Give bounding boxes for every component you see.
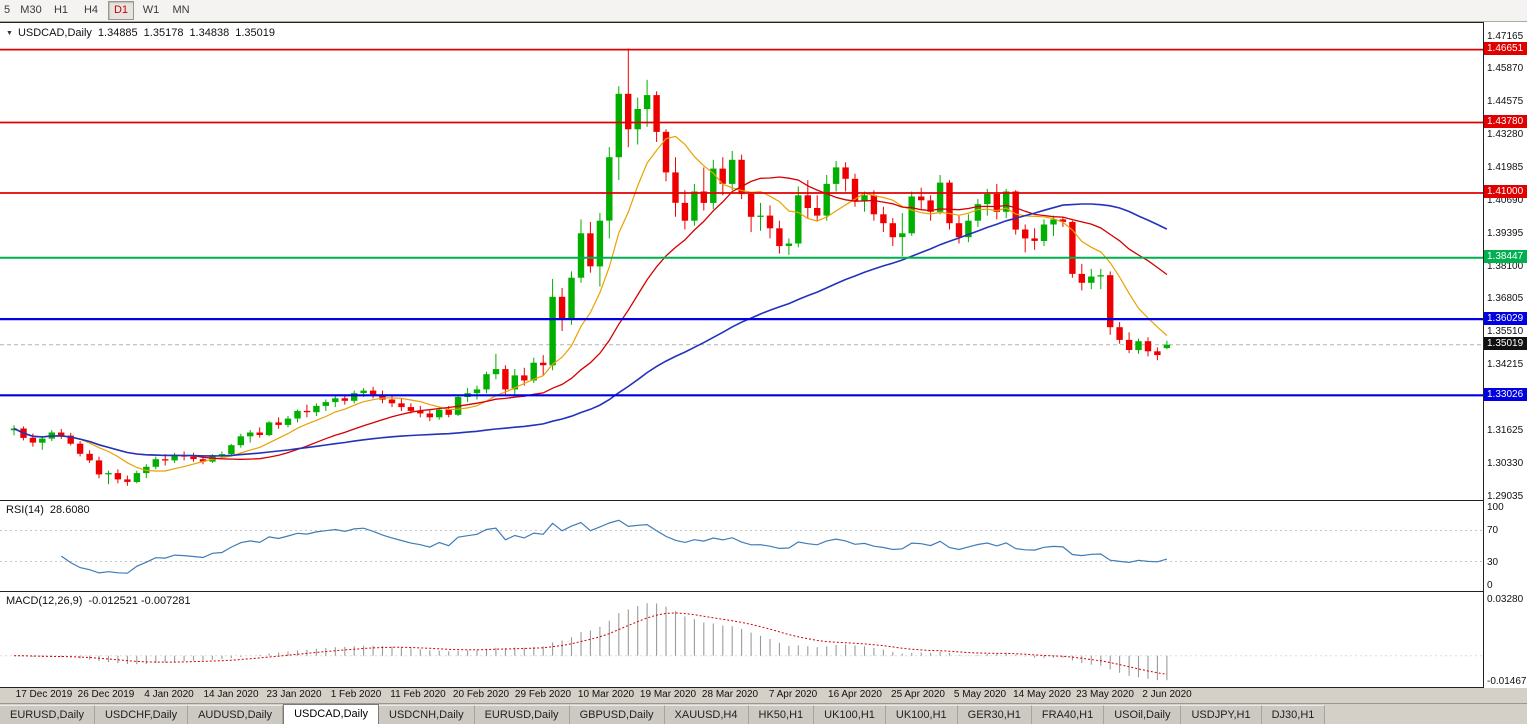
ohlc-close-value: 1.35019: [235, 27, 275, 39]
ohlc-open-value: 1.34885: [97, 27, 138, 39]
time-axis[interactable]: 17 Dec 2019 26 Dec 2019 4 Jan 2020 14 Jan 2…: [0, 688, 1527, 704]
date-axis-label: 16 Apr 2020: [828, 689, 882, 700]
pane-divider: [0, 687, 1527, 688]
chart-window: ▼ USDCAD,Daily 1.34885 1.35178 1.34838 1…: [0, 22, 1527, 688]
rsi-axis-label: 100: [1487, 502, 1504, 513]
price-axis-label: 1.47165: [1487, 31, 1524, 42]
date-axis-label: 1 Feb 2020: [330, 689, 382, 700]
price-axis-label: 1.35510: [1487, 326, 1524, 337]
date-axis-label: 26 Dec 2019: [77, 689, 135, 700]
price-axis-label: 1.31625: [1487, 425, 1524, 436]
rsi-value: 28.6080: [49, 504, 90, 516]
level-price-badge: 1.46651: [1484, 42, 1527, 55]
price-axis[interactable]: 1.47165 1.45870 1.44575 1.43280 1.41985 1.406…: [1483, 22, 1527, 688]
ohlc-low-value: 1.34838: [189, 27, 230, 39]
chart-tab-usoil-daily[interactable]: USOil,Daily: [1104, 705, 1182, 724]
main-chart-pane[interactable]: ▼ USDCAD,Daily 1.34885 1.35178 1.34838 1…: [0, 23, 1483, 500]
price-axis-label: 1.41985: [1487, 162, 1524, 173]
chart-title: ▼ USDCAD,Daily 1.34885 1.35178 1.34838 1…: [6, 27, 281, 39]
macd-indicator-pane[interactable]: MACD(12,26,9) -0.012521 -0.007281: [0, 592, 1483, 687]
chart-tab-eurusd-daily[interactable]: EURUSD,Daily: [0, 705, 95, 724]
rsi-axis-label: 0: [1487, 580, 1493, 591]
date-axis-label: 23 May 2020: [1076, 689, 1134, 700]
chart-tab-audusd-daily[interactable]: AUDUSD,Daily: [188, 705, 284, 724]
price-axis-label: 1.36805: [1487, 293, 1524, 304]
rsi-chart-canvas[interactable]: [0, 501, 1483, 591]
chart-tab-fra40-h1[interactable]: FRA40,H1: [1031, 705, 1105, 724]
chart-tab-xauusd-h4[interactable]: XAUUSD,H4: [664, 705, 749, 724]
date-axis-label: 23 Jan 2020: [266, 689, 322, 700]
timeframe-button-mn[interactable]: MN: [172, 4, 190, 16]
chart-tab-dj30-h1[interactable]: DJ30,H1: [1261, 705, 1326, 724]
date-axis-label: 4 Jan 2020: [144, 689, 194, 700]
timeframe-button-w1[interactable]: W1: [142, 4, 160, 16]
level-price-badge: 1.33026: [1484, 388, 1527, 401]
price-axis-label: 1.45870: [1487, 63, 1524, 74]
timeframe-button-d1[interactable]: D1: [108, 1, 134, 20]
rsi-axis-label: 70: [1487, 525, 1499, 536]
ohlc-high-value: 1.35178: [143, 27, 184, 39]
macd-axis-label: -0.01467: [1487, 676, 1527, 687]
level-price-badge: 1.41000: [1484, 185, 1527, 198]
chart-tab-usdchf-daily[interactable]: USDCHF,Daily: [94, 705, 189, 724]
rsi-indicator-pane[interactable]: RSI(14) 28.6080: [0, 501, 1483, 591]
rsi-label: RSI(14) 28.6080: [6, 504, 96, 516]
chart-tabs-bar: EURUSD,Daily USDCHF,Daily AUDUSD,Daily USDC…: [0, 704, 1527, 724]
timeframe-button-m30[interactable]: M30: [20, 4, 42, 16]
date-axis-label: 28 Mar 2020: [701, 689, 759, 700]
pane-divider: [0, 22, 1527, 23]
price-axis-label: 1.34215: [1487, 359, 1524, 370]
level-price-badge: 1.36029: [1484, 312, 1527, 325]
price-axis-label: 1.39395: [1487, 228, 1524, 239]
date-axis-label: 11 Feb 2020: [390, 689, 446, 700]
price-axis-label: 1.43280: [1487, 129, 1524, 140]
date-axis-label: 7 Apr 2020: [768, 689, 818, 700]
timeframe-button-h1[interactable]: H1: [53, 4, 69, 16]
macd-name: MACD(12,26,9): [6, 595, 83, 607]
price-axis-label: 1.38100: [1487, 261, 1524, 272]
price-axis-label: 1.40690: [1487, 195, 1524, 206]
chart-symbol-label: USDCAD,Daily: [17, 27, 92, 39]
date-axis-label: 25 Apr 2020: [891, 689, 945, 700]
timeframe-button-h4[interactable]: H4: [83, 4, 99, 16]
macd-chart-canvas[interactable]: [0, 592, 1483, 687]
chart-tab-hk50-h1[interactable]: HK50,H1: [748, 705, 815, 724]
macd-values: -0.012521 -0.007281: [88, 595, 191, 607]
date-axis-label: 2 Jun 2020: [1142, 689, 1192, 700]
pane-divider[interactable]: [0, 500, 1527, 501]
quick-panel-dropdown-icon[interactable]: ▼: [6, 29, 13, 37]
date-axis-label: 19 Mar 2020: [639, 689, 697, 700]
date-axis-label: 20 Feb 2020: [452, 689, 510, 700]
level-price-badge: 1.38447: [1484, 250, 1527, 263]
pane-divider[interactable]: [0, 591, 1527, 592]
chart-tab-gbpusd-daily[interactable]: GBPUSD,Daily: [569, 705, 665, 724]
price-axis-label: 1.30330: [1487, 458, 1524, 469]
rsi-name: RSI(14): [6, 504, 44, 516]
date-axis-label: 14 May 2020: [1013, 689, 1071, 700]
rsi-axis-label: 30: [1487, 557, 1499, 568]
timeframe-buttons: 5 M30 H1 H4 D1 W1 MN: [0, 1, 196, 20]
chart-tab-uk100-h1[interactable]: UK100,H1: [814, 705, 886, 724]
chart-tab-usdcnh-daily[interactable]: USDCNH,Daily: [379, 705, 475, 724]
chart-tab-uk100-h1[interactable]: UK100,H1: [885, 705, 958, 724]
macd-label: MACD(12,26,9) -0.012521 -0.007281: [6, 595, 197, 607]
date-axis-label: 5 May 2020: [953, 689, 1007, 700]
candlestick-chart-canvas[interactable]: [0, 23, 1483, 500]
date-axis-label: 14 Jan 2020: [203, 689, 259, 700]
macd-axis-label: 0.03280: [1487, 594, 1524, 605]
chart-tab-usdcad-daily[interactable]: USDCAD,Daily: [283, 704, 380, 724]
date-axis-label: 10 Mar 2020: [577, 689, 635, 700]
timeframe-toolbar: 5 M30 H1 H4 D1 W1 MN: [0, 0, 1527, 22]
chart-tab-eurusd-daily[interactable]: EURUSD,Daily: [474, 705, 570, 724]
level-price-badge: 1.43780: [1484, 115, 1527, 128]
date-axis-label: 17 Dec 2019: [15, 689, 73, 700]
current-price-badge: 1.35019: [1484, 337, 1527, 350]
price-axis-label: 1.29035: [1487, 491, 1524, 502]
date-axis-label: 29 Feb 2020: [514, 689, 572, 700]
price-axis-label: 1.44575: [1487, 96, 1524, 107]
chart-tab-ger30-h1[interactable]: GER30,H1: [957, 705, 1032, 724]
timeframe-button-5[interactable]: 5: [3, 4, 11, 16]
chart-tab-usdjpy-h1[interactable]: USDJPY,H1: [1181, 705, 1262, 724]
